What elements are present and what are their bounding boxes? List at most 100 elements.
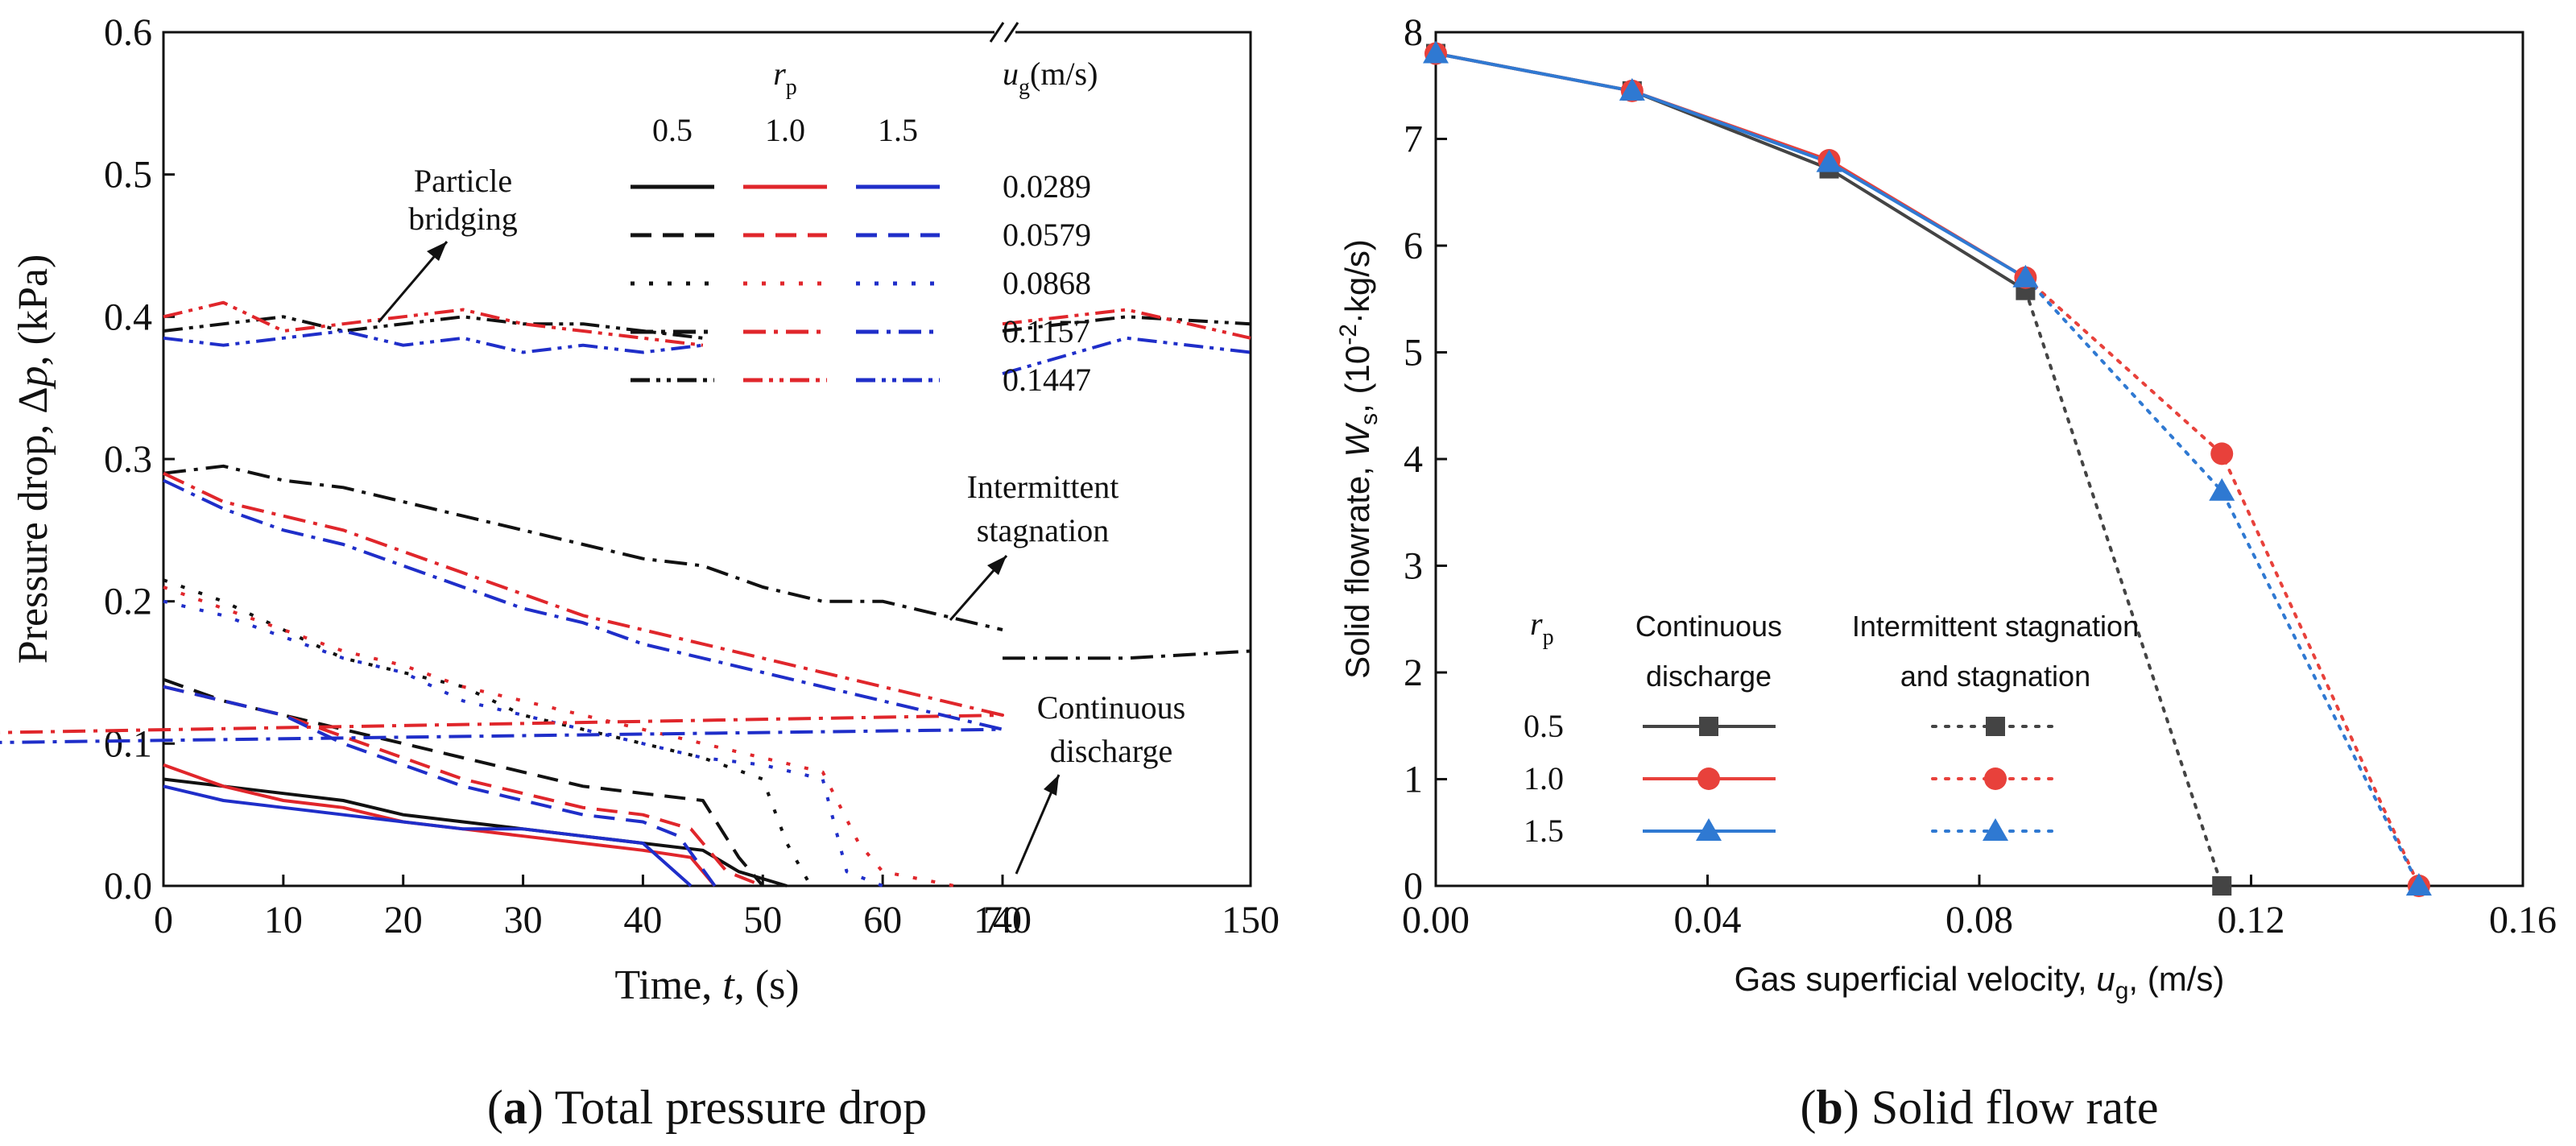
legend-rp-0-5: 0.5 — [652, 112, 693, 148]
legend-rp-1-0: 1.0 — [1524, 760, 1564, 796]
y-tick-label: 0 — [1404, 865, 1423, 908]
data-point-rp-1-0 — [2210, 442, 2234, 465]
panel-b-legend: rp Continuous discharge Intermittent sta… — [1524, 606, 2139, 849]
svg-text:Intermittent: Intermittent — [967, 469, 1119, 505]
x-tick-label: 20 — [384, 899, 423, 941]
panel-b-y-axis-label: Solid flowrate, Ws, (10-2·kg/s) — [1335, 239, 1383, 679]
x-tick-label: 0.16 — [2489, 899, 2557, 941]
svg-text:stagnation: stagnation — [977, 512, 1109, 548]
legend-rp-0-5: 0.5 — [1524, 708, 1564, 744]
y-tick-label: 8 — [1404, 11, 1423, 54]
data-point-rp-1-5 — [1816, 149, 1842, 172]
legend-rp-1-5: 1.5 — [1524, 813, 1564, 849]
legend-stagnation-marker-rp-1-5 — [1983, 818, 2008, 841]
panel-a-legend: rp ug(m/s) 0.5 1.0 1.5 0.0289 0.0579 0.0… — [631, 56, 1098, 398]
legend-ug-0-0579: 0.0579 — [1003, 217, 1091, 253]
stagnation-line-rp-1-5 — [2024, 275, 2421, 887]
legend-continuous-marker-rp-1-5 — [1696, 818, 1722, 841]
continuous-line-rp-1-0 — [1435, 52, 2027, 279]
series-line-rp-1-5-ug-0-0289 — [163, 784, 693, 887]
legend-col1-line2: discharge — [1646, 660, 1772, 693]
y-tick-label: 7 — [1404, 118, 1423, 161]
legend-ug-0-1447: 0.1447 — [1003, 362, 1091, 398]
panel-a-caption: (a) Total pressure drop — [487, 1081, 927, 1134]
data-point-rp-1-5 — [2405, 873, 2432, 896]
series-line-rp-1-0-ug-0-1447 — [163, 300, 704, 347]
continuous-line-rp-1-5 — [1435, 52, 2027, 279]
x-tick-label: 40 — [623, 899, 662, 941]
series-line-rp-0-5-ug-0-0868 — [163, 578, 812, 887]
stagnation-line-rp-0-5 — [2024, 288, 2224, 887]
annotation-particle-bridging: Particle bridging — [377, 163, 518, 323]
y-tick-label: 0.4 — [104, 296, 152, 338]
y-tick-label: 0.3 — [104, 438, 152, 481]
legend-continuous-marker-rp-0-5 — [1699, 717, 1718, 736]
x-tick-label: 0.12 — [2218, 899, 2285, 941]
panel-b-caption: (b) Solid flow rate — [1801, 1081, 2159, 1134]
legend-rp-header: rp — [1530, 606, 1554, 650]
y-tick-label: 0.6 — [104, 11, 152, 54]
data-point-rp-0-5 — [2212, 876, 2232, 896]
annotation-continuous-discharge: Continuous discharge — [1015, 689, 1185, 875]
x-tick-label: 70 — [983, 899, 1022, 941]
axis-break-marker — [989, 22, 1019, 43]
series-line-rp-0-5-ug-0-1157 — [1003, 649, 1251, 660]
y-tick-label: 1 — [1404, 759, 1423, 801]
annotation-intermittent-stagnation: Intermittent stagnation — [949, 469, 1119, 621]
x-tick-label: 50 — [743, 899, 782, 941]
legend-ug-0-1157: 0.1157 — [1003, 313, 1090, 350]
series-line-rp-1-5-ug-0-0868 — [163, 599, 883, 887]
legend-continuous-marker-rp-1-0 — [1697, 767, 1720, 790]
y-tick-label: 3 — [1404, 545, 1423, 588]
series-line-rp-1-0-ug-0-1157 — [0, 471, 1004, 734]
series-line-rp-1-5-ug-0-0579 — [163, 685, 717, 887]
svg-text:bridging: bridging — [408, 201, 518, 237]
y-tick-label: 0.0 — [104, 865, 152, 908]
data-point-rp-1-5 — [1423, 40, 1449, 64]
data-point-rp-1-5 — [2012, 264, 2039, 288]
panel-a-y-axis-label: Pressure drop, Δp, (kPa) — [10, 254, 56, 664]
legend-ug-header: ug(m/s) — [1003, 56, 1098, 100]
y-tick-label: 5 — [1404, 332, 1423, 374]
series-line-rp-1-0-ug-0-0868 — [163, 585, 955, 887]
series-line-rp-0-5-ug-0-1157 — [163, 464, 1003, 631]
x-tick-label: 140 — [974, 899, 1032, 941]
y-tick-label: 0.2 — [104, 581, 152, 623]
legend-stagnation-marker-rp-1-0 — [1984, 767, 2007, 790]
x-tick-label: 30 — [504, 899, 543, 941]
legend-rp-header: rp — [773, 56, 797, 100]
x-tick-label: 0.08 — [1945, 899, 2013, 941]
svg-text:Continuous: Continuous — [1037, 689, 1185, 726]
panel-a-pressure-drop-chart: 0.00.10.20.30.40.50.6 0 10 20 30 40 50 60 70140… — [0, 11, 1280, 1134]
x-tick-label: 60 — [863, 899, 902, 941]
panel-b-x-axis-label: Gas superficial velocity, ug, (m/s) — [1735, 960, 2225, 1004]
panel-b-solid-flow-rate-chart: 0 1 2 3 4 5 6 7 8 0.00 0.04 0.08 0.12 0.16 Solid flo… — [1335, 11, 2557, 1134]
continuous-line-rp-0-5 — [1435, 52, 2027, 292]
data-point-rp-1-5 — [2209, 478, 2235, 501]
x-tick-label: 0.04 — [1674, 899, 1742, 941]
legend-col2-line1: Intermittent stagnation — [1852, 610, 2139, 643]
series-line-rp-0-5-ug-0-1447 — [163, 315, 704, 340]
legend-ug-0-0868: 0.0868 — [1003, 265, 1091, 301]
y-tick-label: 0.5 — [104, 154, 152, 197]
stagnation-line-rp-1-0 — [2024, 275, 2421, 887]
x-tick-label: 10 — [264, 899, 303, 941]
legend-col1-line1: Continuous — [1635, 610, 1782, 643]
data-point-rp-1-5 — [1619, 77, 1645, 101]
x-tick-label: 0 — [154, 899, 173, 941]
legend-rp-1-5: 1.5 — [878, 112, 918, 148]
legend-col2-line2: and stagnation — [1900, 660, 2090, 693]
series-line-rp-1-5-ug-0-1157 — [0, 478, 1004, 744]
x-tick-label: 150 — [1222, 899, 1280, 941]
svg-text:discharge: discharge — [1050, 733, 1173, 769]
legend-rp-1-0: 1.0 — [765, 112, 805, 148]
panel-a-x-axis-label: Time, t, (s) — [614, 962, 799, 1008]
series-line-rp-1-5-ug-0-1447 — [163, 329, 704, 354]
y-tick-label: 2 — [1404, 652, 1423, 694]
svg-text:Particle: Particle — [414, 163, 512, 199]
series-line-rp-0-5-ug-0-0289 — [163, 777, 788, 887]
legend-ug-0-0289: 0.0289 — [1003, 168, 1091, 205]
y-tick-label: 4 — [1404, 438, 1423, 481]
legend-stagnation-marker-rp-0-5 — [1986, 717, 2005, 736]
